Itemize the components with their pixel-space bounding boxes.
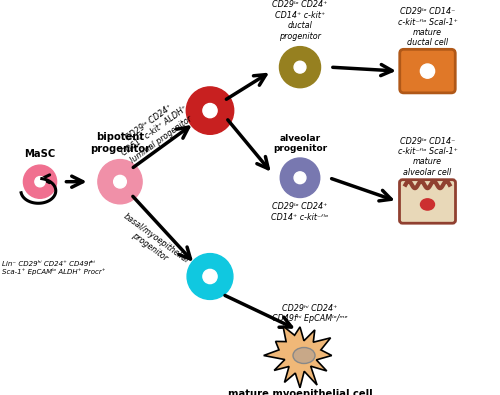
Text: CD29ˡᵒ CD14⁻
c-kit⁻ᶠˡᵒ Scal-1⁺
mature
alveolar cell: CD29ˡᵒ CD14⁻ c-kit⁻ᶠˡᵒ Scal-1⁺ mature al…	[398, 137, 458, 177]
Circle shape	[280, 158, 320, 198]
Text: alveolar
progenitor: alveolar progenitor	[273, 134, 327, 153]
Circle shape	[24, 165, 56, 198]
Ellipse shape	[293, 348, 315, 363]
Circle shape	[294, 172, 306, 184]
Circle shape	[187, 254, 233, 299]
Circle shape	[294, 61, 306, 73]
Circle shape	[203, 103, 217, 118]
Circle shape	[203, 269, 217, 284]
Text: CD29ʰⁱ CD24⁺
CD49fʰⁱ EpCAMˡᵒ/ᵐᵉ: CD29ʰⁱ CD24⁺ CD49fʰⁱ EpCAMˡᵒ/ᵐᵉ	[272, 304, 348, 323]
Text: CD29ˡᵒ CD24⁺
CD14⁺ c-kit⁺
ductal
progenitor: CD29ˡᵒ CD24⁺ CD14⁺ c-kit⁺ ductal progeni…	[272, 0, 328, 41]
FancyBboxPatch shape	[400, 49, 455, 93]
Text: bipotent
progenitor: bipotent progenitor	[90, 132, 150, 154]
Circle shape	[186, 87, 234, 134]
Ellipse shape	[420, 199, 434, 210]
Text: CD29ˡᵒ CD24⁺
CD61⁺ c-kit⁺ ALDH⁺
luminal progenitor: CD29ˡᵒ CD24⁺ CD61⁺ c-kit⁺ ALDH⁺ luminal …	[114, 96, 196, 166]
Circle shape	[98, 160, 142, 204]
Circle shape	[35, 177, 45, 187]
Text: CD29ˡᵒ CD14⁻
c-kit⁻ᶠˡᵒ Scal-1⁺
mature
ductal cell: CD29ˡᵒ CD14⁻ c-kit⁻ᶠˡᵒ Scal-1⁺ mature du…	[398, 7, 458, 47]
Circle shape	[420, 64, 434, 78]
Circle shape	[280, 47, 320, 88]
Text: MaSC: MaSC	[24, 149, 56, 159]
Circle shape	[114, 175, 126, 188]
Text: basal/myoepithelial
progenitor: basal/myoepithelial progenitor	[115, 212, 190, 274]
FancyBboxPatch shape	[400, 180, 456, 223]
Text: Lin⁻ CD29ʰⁱ CD24⁺ CD49fʰⁱ
Sca-1⁺ EpCAMˡᵒ ALDH⁺ Procr⁺: Lin⁻ CD29ʰⁱ CD24⁺ CD49fʰⁱ Sca-1⁺ EpCAMˡᵒ…	[2, 261, 106, 275]
Text: mature myoepithelial cell: mature myoepithelial cell	[228, 389, 372, 395]
Polygon shape	[264, 326, 332, 388]
Text: CD29ˡᵒ CD24⁺
CD14⁺ c-kit⁻ᶠˡᵒ: CD29ˡᵒ CD24⁺ CD14⁺ c-kit⁻ᶠˡᵒ	[272, 202, 328, 222]
